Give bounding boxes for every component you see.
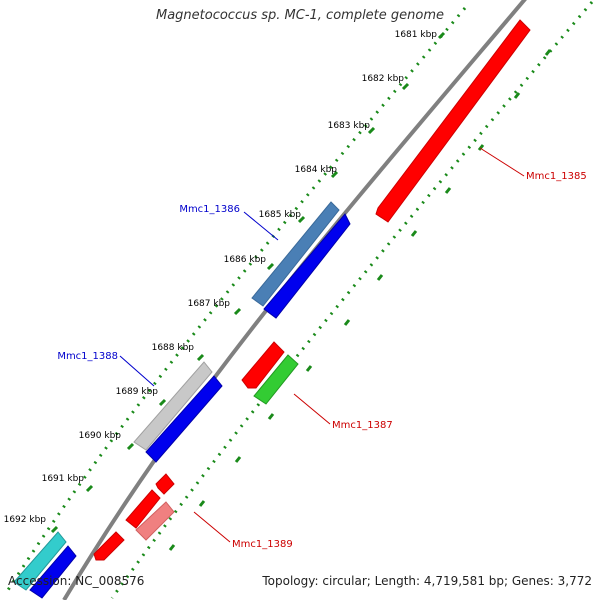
- gene-arrow-mmc1-1385[interactable]: [375, 19, 531, 223]
- ruler-outer-ticks: [50, 31, 446, 534]
- gene-label-leaders: [119, 147, 525, 543]
- gene-label-mmc1-1388[interactable]: Mmc1_1388: [57, 351, 118, 362]
- leader-mmc1-1389: [193, 511, 231, 543]
- map-title: Magnetococcus sp. MC-1, complete genome: [155, 8, 445, 23]
- gene-arrow-mmc1-1389-b[interactable]: [125, 489, 161, 529]
- gene-label-mmc1-1385[interactable]: Mmc1_1385: [526, 171, 587, 182]
- scale-label-1682: 1682 kbp: [362, 74, 405, 84]
- leader-mmc1-1386: [243, 211, 279, 241]
- gene-features: [13, 19, 531, 599]
- ruler-inner-track: [110, 1, 594, 599]
- scale-label-1683: 1683 kbp: [328, 121, 371, 131]
- scale-label-1685: 1685 kbp: [259, 210, 302, 220]
- scale-label-1681: 1681 kbp: [395, 30, 438, 40]
- gene-arrow-mmc1-1389-a[interactable]: [155, 473, 175, 495]
- gene-arrow-cyan-bottom[interactable]: [13, 531, 67, 591]
- scale-label-1687: 1687 kbp: [188, 299, 231, 309]
- genome-summary-text: Topology: circular; Length: 4,719,581 bp…: [262, 574, 592, 588]
- scale-labels: 1681 kbp 1682 kbp 1683 kbp 1684 kbp 1685…: [4, 30, 438, 525]
- gene-arrow-mmc1-1388-cds[interactable]: [145, 375, 223, 463]
- gene-label-mmc1-1386[interactable]: Mmc1_1386: [179, 204, 240, 215]
- gene-arrow-mmc1-1389[interactable]: [135, 501, 175, 541]
- leader-mmc1-1388: [119, 355, 155, 387]
- gene-arrow-blue-bottom[interactable]: [29, 545, 77, 599]
- scale-label-1690: 1690 kbp: [79, 431, 122, 441]
- genome-backbone: [62, 0, 527, 600]
- gene-labels: Mmc1_1385 Mmc1_1386 Mmc1_1387 Mmc1_1388 …: [57, 171, 586, 550]
- gene-arrow-mmc1-1388[interactable]: [133, 361, 213, 451]
- scale-label-1692: 1692 kbp: [4, 515, 47, 525]
- gene-label-mmc1-1387[interactable]: Mmc1_1387: [332, 420, 393, 431]
- gene-label-mmc1-1389[interactable]: Mmc1_1389: [232, 539, 293, 550]
- gene-arrow-mmc1-1387[interactable]: [253, 354, 299, 405]
- gene-arrow-mmc1-1387-red[interactable]: [241, 341, 285, 389]
- ruler-inner-ticks: [168, 49, 552, 551]
- scale-label-1686: 1686 kbp: [224, 255, 267, 265]
- leader-mmc1-1385: [479, 147, 525, 177]
- gene-arrow-mmc1-1386[interactable]: [251, 201, 340, 307]
- scale-label-1684: 1684 kbp: [295, 165, 338, 175]
- scale-label-1689: 1689 kbp: [116, 387, 159, 397]
- scale-label-1688: 1688 kbp: [152, 343, 195, 353]
- scale-label-1691: 1691 kbp: [42, 474, 85, 484]
- ruler-outer-track: [6, 7, 467, 591]
- leader-mmc1-1387: [293, 393, 331, 425]
- accession-text: Accession: NC_008576: [8, 574, 145, 588]
- gene-arrow-red-bottom[interactable]: [93, 531, 125, 561]
- gene-arrow-mmc1-1386-cds[interactable]: [263, 213, 351, 319]
